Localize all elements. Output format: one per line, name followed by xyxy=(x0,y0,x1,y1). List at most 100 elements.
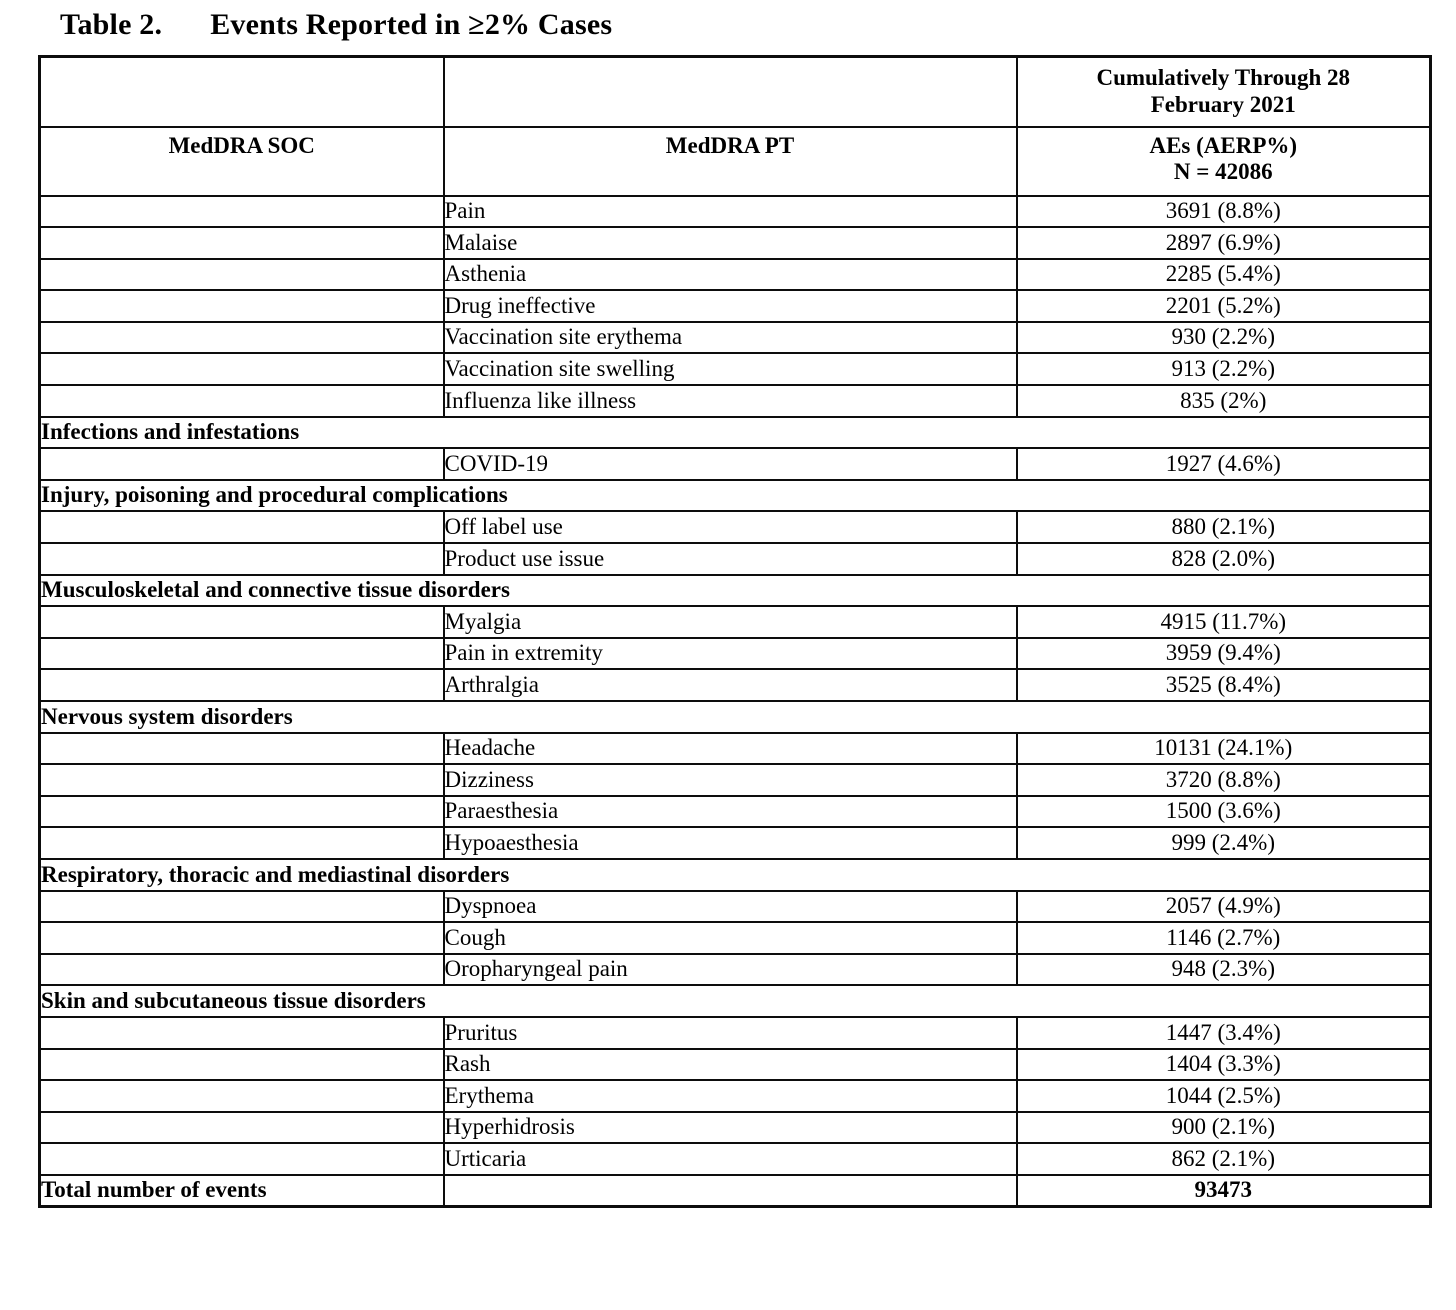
header-row-period: Cumulatively Through 28 February 2021 xyxy=(38,55,1432,128)
table-row: Pain 3691 (8.8%) xyxy=(38,194,1432,229)
soc-empty-cell xyxy=(38,447,445,481)
soc-empty-cell xyxy=(38,542,445,576)
table-row: Off label use 880 (2.1%) xyxy=(38,510,1432,545)
soc-empty-cell xyxy=(38,1110,445,1145)
table-row: Hypoaesthesia 999 (2.4%) xyxy=(38,826,1432,860)
pt-cell: Cough xyxy=(442,921,1018,955)
soc-empty-cell xyxy=(38,1079,445,1113)
pt-cell: Pruritus xyxy=(442,1015,1018,1050)
soc-empty-cell xyxy=(38,952,445,987)
value-cell: 2897 (6.9%) xyxy=(1015,226,1432,260)
section-label: Musculoskeletal and connective tissue di… xyxy=(38,573,1432,608)
table-row: Influenza like illness 835 (2%) xyxy=(38,384,1432,418)
value-cell: 3525 (8.4%) xyxy=(1015,668,1432,702)
table-row: Rash 1404 (3.3%) xyxy=(38,1047,1432,1082)
pt-cell: Hypoaesthesia xyxy=(442,826,1018,860)
header-row-columns: MedDRA SOC MedDRA PT AEs (AERP%) N = 420… xyxy=(38,125,1432,197)
value-cell: 880 (2.1%) xyxy=(1015,510,1432,545)
header-period-line2: February 2021 xyxy=(1150,91,1296,117)
pt-cell: Influenza like illness xyxy=(442,384,1018,418)
value-cell: 828 (2.0%) xyxy=(1015,542,1432,576)
value-cell: 3691 (8.8%) xyxy=(1015,194,1432,229)
pt-cell: Malaise xyxy=(442,226,1018,260)
value-cell: 999 (2.4%) xyxy=(1015,826,1432,860)
pt-cell: Dyspnoea xyxy=(442,889,1018,924)
soc-empty-cell xyxy=(38,289,445,323)
table-row: Headache 10131 (24.1%) xyxy=(38,731,1432,766)
header-empty-soc-cell xyxy=(38,55,445,128)
section-row: Injury, poisoning and procedural complic… xyxy=(38,478,1432,513)
pt-cell: Product use issue xyxy=(442,542,1018,576)
value-cell: 930 (2.2%) xyxy=(1015,320,1432,355)
header-period: Cumulatively Through 28 February 2021 xyxy=(1015,55,1432,128)
table-row: Myalgia 4915 (11.7%) xyxy=(38,605,1432,639)
soc-empty-cell xyxy=(38,384,445,418)
pt-cell: Erythema xyxy=(442,1079,1018,1113)
value-cell: 3720 (8.8%) xyxy=(1015,763,1432,797)
soc-empty-cell xyxy=(38,1047,445,1082)
header-soc: MedDRA SOC xyxy=(38,125,445,197)
table-row: Pain in extremity 3959 (9.4%) xyxy=(38,636,1432,671)
events-table: Cumulatively Through 28 February 2021 Me… xyxy=(38,55,1432,1208)
section-label: Infections and infestations xyxy=(38,415,1432,450)
table-row: Pruritus 1447 (3.4%) xyxy=(38,1015,1432,1050)
pt-cell: Paraesthesia xyxy=(442,794,1018,829)
table-row: Hyperhidrosis 900 (2.1%) xyxy=(38,1110,1432,1145)
value-cell: 862 (2.1%) xyxy=(1015,1142,1432,1176)
value-cell: 10131 (24.1%) xyxy=(1015,731,1432,766)
table-row: Cough 1146 (2.7%) xyxy=(38,921,1432,955)
soc-empty-cell xyxy=(38,826,445,860)
total-row: Total number of events 93473 xyxy=(38,1173,1432,1208)
header-aes-line1: AEs (AERP%) xyxy=(1149,132,1298,158)
table-header: Cumulatively Through 28 February 2021 Me… xyxy=(38,55,1432,197)
pt-cell: Rash xyxy=(442,1047,1018,1082)
value-cell: 835 (2%) xyxy=(1015,384,1432,418)
value-cell: 948 (2.3%) xyxy=(1015,952,1432,987)
value-cell: 1500 (3.6%) xyxy=(1015,794,1432,829)
section-row: Infections and infestations xyxy=(38,415,1432,450)
header-pt: MedDRA PT xyxy=(442,125,1018,197)
table-row: Product use issue 828 (2.0%) xyxy=(38,542,1432,576)
header-empty-pt-cell xyxy=(442,55,1018,128)
pt-cell: Myalgia xyxy=(442,605,1018,639)
soc-empty-cell xyxy=(38,352,445,387)
pt-cell: COVID-19 xyxy=(442,447,1018,481)
table-row: Dyspnoea 2057 (4.9%) xyxy=(38,889,1432,924)
value-cell: 1044 (2.5%) xyxy=(1015,1079,1432,1113)
pt-cell: Urticaria xyxy=(442,1142,1018,1176)
soc-empty-cell xyxy=(38,194,445,229)
soc-empty-cell xyxy=(38,763,445,797)
soc-empty-cell xyxy=(38,668,445,702)
pt-cell: Vaccination site swelling xyxy=(442,352,1018,387)
soc-empty-cell xyxy=(38,257,445,292)
header-aes-line2: N = 42086 xyxy=(1173,158,1273,184)
table-row: Arthralgia 3525 (8.4%) xyxy=(38,668,1432,702)
pt-cell: Dizziness xyxy=(442,763,1018,797)
section-label: Respiratory, thoracic and mediastinal di… xyxy=(38,857,1432,892)
table-caption: Events Reported in ≥2% Cases xyxy=(210,8,613,41)
value-cell: 3959 (9.4%) xyxy=(1015,636,1432,671)
value-cell: 2285 (5.4%) xyxy=(1015,257,1432,292)
soc-empty-cell xyxy=(38,605,445,639)
section-row: Skin and subcutaneous tissue disorders xyxy=(38,984,1432,1018)
table-row: COVID-19 1927 (4.6%) xyxy=(38,447,1432,481)
pt-cell: Hyperhidrosis xyxy=(442,1110,1018,1145)
soc-empty-cell xyxy=(38,794,445,829)
header-aes: AEs (AERP%) N = 42086 xyxy=(1015,125,1432,197)
soc-empty-cell xyxy=(38,320,445,355)
soc-empty-cell xyxy=(38,226,445,260)
value-cell: 1927 (4.6%) xyxy=(1015,447,1432,481)
soc-empty-cell xyxy=(38,1142,445,1176)
table-title: Table 2. Events Reported in ≥2% Cases xyxy=(60,8,1456,42)
soc-empty-cell xyxy=(38,889,445,924)
table-row: Malaise 2897 (6.9%) xyxy=(38,226,1432,260)
pt-cell: Drug ineffective xyxy=(442,289,1018,323)
section-label: Nervous system disorders xyxy=(38,700,1432,734)
table-number: Table 2. xyxy=(60,8,163,41)
value-cell: 1447 (3.4%) xyxy=(1015,1015,1432,1050)
table-row: Dizziness 3720 (8.8%) xyxy=(38,763,1432,797)
section-row: Musculoskeletal and connective tissue di… xyxy=(38,573,1432,608)
total-value: 93473 xyxy=(1015,1173,1432,1208)
table-row: Erythema 1044 (2.5%) xyxy=(38,1079,1432,1113)
